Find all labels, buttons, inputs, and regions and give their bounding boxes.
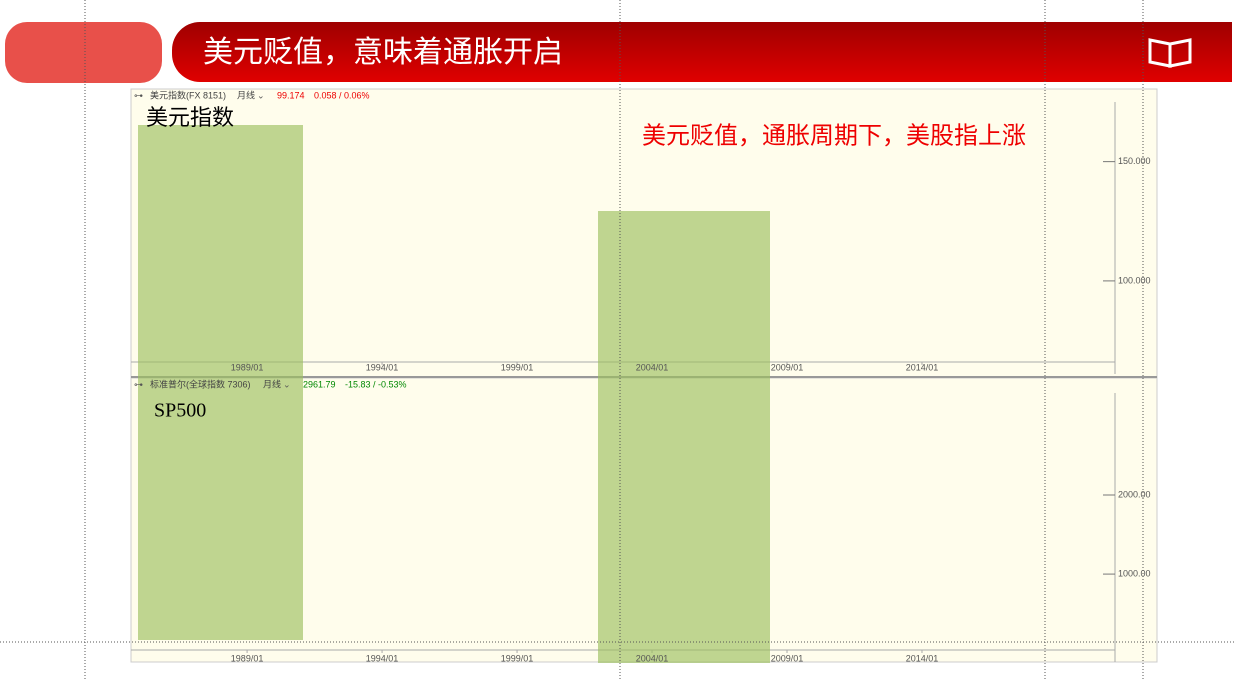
info-change: 0.058 / 0.06%	[314, 90, 370, 100]
x-tick-label: 2004/01	[636, 653, 669, 663]
annotation: 美元贬值，通胀周期下，美股指上涨	[642, 122, 1026, 149]
annotation: 美元指数	[146, 105, 234, 130]
y-tick-label: 2000.00	[1118, 489, 1151, 499]
info-icon: ⊶	[134, 90, 143, 100]
y-tick-label: 100.000	[1118, 275, 1151, 285]
label-layer: 1989/01 1994/01 1999/01 2004/01 2009/01 2014/…	[134, 89, 1151, 663]
x-tick-label: 1999/01	[501, 362, 534, 372]
y-tick-label: 1000.00	[1118, 568, 1151, 578]
highlight-range	[598, 211, 770, 663]
y-tick-label: 150.000	[1118, 156, 1151, 166]
x-tick-label: 1994/01	[366, 653, 399, 663]
info-period: 月线	[263, 378, 281, 389]
book-icon	[1148, 38, 1192, 68]
x-tick-label: 1989/01	[231, 653, 264, 663]
x-tick-label: 2009/01	[771, 653, 804, 663]
x-tick-label: 1989/01	[231, 362, 264, 372]
banner-body	[200, 22, 1232, 82]
info-price: 2961.79	[303, 379, 336, 389]
x-tick-label: 2004/01	[636, 362, 669, 372]
highlight-range	[138, 125, 303, 640]
info-name: 标准普尔(全球指数 7306)	[150, 378, 251, 389]
dropdown-caret: ⌄	[257, 90, 265, 100]
info-price: 99.174	[277, 90, 305, 100]
info-name: 美元指数(FX 8151)	[150, 89, 226, 100]
x-tick-label: 2014/01	[906, 362, 939, 372]
x-tick-label: 2014/01	[906, 653, 939, 663]
info-icon: ⊶	[134, 379, 143, 389]
x-tick-label: 1999/01	[501, 653, 534, 663]
annotation: SP500	[154, 400, 206, 422]
x-tick-label: 2009/01	[771, 362, 804, 372]
dropdown-caret: ⌄	[283, 379, 291, 389]
slide-title: 美元贬值，意味着通胀开启	[203, 36, 563, 69]
banner-accent	[5, 22, 162, 83]
info-period: 月线	[237, 89, 255, 100]
info-change: -15.83 / -0.53%	[345, 379, 407, 389]
x-tick-label: 1994/01	[366, 362, 399, 372]
